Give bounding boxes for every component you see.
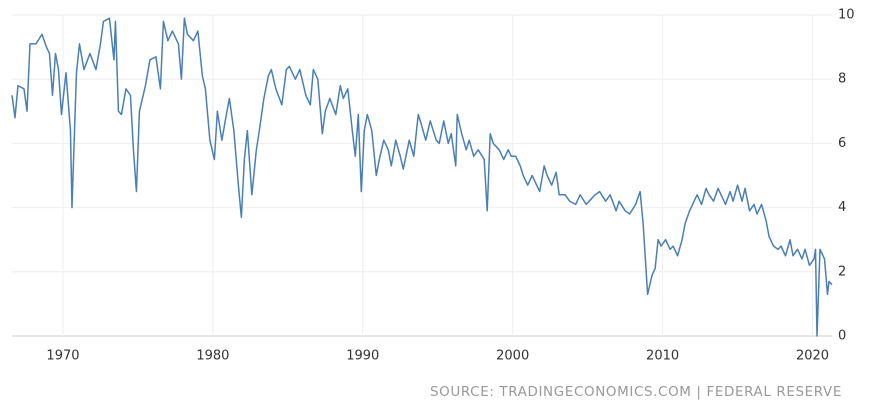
x-tick-label: 1970 [46,349,79,364]
x-tick-label: 2020 [796,349,829,364]
x-tick-label: 2000 [496,349,529,364]
x-tick-label: 1980 [196,349,229,364]
y-tick-label: 0 [838,329,846,344]
y-tick-label: 8 [838,72,846,87]
y-tick-label: 2 [838,264,846,279]
x-tick-label: 2010 [646,349,679,364]
y-tick-label: 10 [838,8,855,23]
y-tick-label: 6 [838,136,846,151]
x-tick-label: 1990 [346,349,379,364]
source-note: SOURCE: TRADINGECONOMICS.COM | FEDERAL R… [430,384,842,400]
y-tick-label: 4 [838,200,846,215]
data-line [11,17,833,337]
